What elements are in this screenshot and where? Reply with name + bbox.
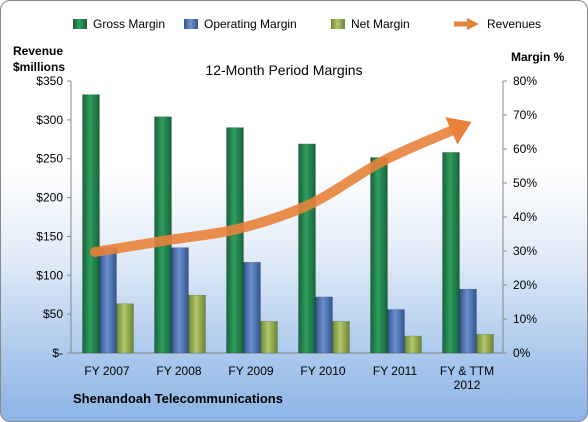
legend-swatch-revenues <box>454 18 479 30</box>
x-tick-label: 2012 <box>454 378 481 392</box>
company-name: Shenandoah Telecommunications <box>73 391 283 406</box>
y-left-tick-label: $350 <box>36 74 63 88</box>
bar-net-margin-fy-2009 <box>260 321 278 354</box>
y-left-axis-label-line1: Revenue <box>13 44 63 58</box>
legend-label-operating-margin: Operating Margin <box>204 17 297 31</box>
bar-operating-margin-fy-2010 <box>315 296 333 354</box>
y-left-axis-label-line2: $millions <box>13 60 65 74</box>
bar-net-margin-fy-2011 <box>404 335 422 354</box>
x-tick-labels: FY 2007 FY 2008 FY 2009 FY 2010 FY 2011 FY & … <box>84 364 494 392</box>
y-right-tick-label: 50% <box>513 176 537 190</box>
revenues-point-0 <box>94 250 96 253</box>
x-tick-label: FY 2007 <box>84 364 129 378</box>
y-left-tick-label: $100 <box>36 268 63 282</box>
y-left-tick-label: $150 <box>36 229 63 243</box>
bar-net-margin-fy-2008 <box>188 294 206 354</box>
revenues-point-5 <box>454 128 456 131</box>
y-left-ticks: $- $50 $100 $150 $200 $250 $300 $350 <box>36 74 71 360</box>
revenues-point-3 <box>310 202 312 205</box>
legend-swatch-net-margin <box>331 19 345 29</box>
y-right-tick-label: 40% <box>513 210 537 224</box>
y-left-tick-label: $250 <box>36 152 63 166</box>
x-tick-label: FY 2010 <box>300 364 345 378</box>
y-right-tick-label: 30% <box>513 244 537 258</box>
legend-label-gross-margin: Gross Margin <box>93 17 165 31</box>
legend-swatch-gross-margin <box>73 19 87 29</box>
bar-gross-margin-fy-ttm-2012 <box>442 152 460 354</box>
bar-gross-margin-fy-2008 <box>154 116 172 354</box>
y-right-tick-label: 20% <box>513 278 537 292</box>
bar-operating-margin-fy-ttm-2012 <box>459 288 477 354</box>
bar-gross-margin-fy-2010 <box>298 143 316 354</box>
y-left-tick-label: $- <box>52 346 63 360</box>
revenues-line <box>90 124 460 257</box>
bar-net-margin-fy-2007 <box>116 303 134 354</box>
revenue-series <box>90 117 472 257</box>
y-right-axis-label: Margin % <box>511 50 565 64</box>
y-left-tick-label: $200 <box>36 191 63 205</box>
legend-swatch-operating-margin <box>184 19 198 29</box>
bars <box>82 94 494 354</box>
revenues-point-2 <box>238 227 240 230</box>
x-tick-label: FY & TTM <box>440 364 494 378</box>
y-right-tick-label: 10% <box>513 312 537 326</box>
bar-gross-margin-fy-2007 <box>82 94 100 354</box>
revenues-arrowhead <box>445 117 472 145</box>
x-tick-label: FY 2009 <box>228 364 273 378</box>
bar-gross-margin-fy-2011 <box>370 157 388 354</box>
revenues-point-4 <box>382 160 384 163</box>
y-right-tick-label: 0% <box>513 346 531 360</box>
bar-operating-margin-fy-2008 <box>171 247 189 354</box>
x-tick-label: FY 2011 <box>373 364 418 378</box>
bar-net-margin-fy-ttm-2012 <box>476 334 494 354</box>
y-right-tick-label: 70% <box>513 108 537 122</box>
bar-operating-margin-fy-2009 <box>243 261 261 354</box>
revenues-point-1 <box>166 239 168 242</box>
bar-operating-margin-fy-2007 <box>99 247 117 354</box>
legend-label-revenues: Revenues <box>487 17 541 31</box>
bar-gross-margin-fy-2009 <box>226 127 244 354</box>
legend-label-net-margin: Net Margin <box>351 17 410 31</box>
legend: Gross Margin Operating Margin Net Margin… <box>73 17 541 31</box>
bar-operating-margin-fy-2011 <box>387 309 405 354</box>
x-tick-label: FY 2008 <box>156 364 201 378</box>
y-right-tick-label: 80% <box>513 74 537 88</box>
y-left-tick-label: $50 <box>43 307 63 321</box>
bar-net-margin-fy-2010 <box>332 321 350 354</box>
y-left-tick-label: $300 <box>36 113 63 127</box>
chart-title: 12-Month Period Margins <box>205 62 362 78</box>
y-right-tick-label: 60% <box>513 142 537 156</box>
y-right-ticks: 0% 10% 20% 30% 40% 50% 60% 70% 80% <box>503 74 537 360</box>
